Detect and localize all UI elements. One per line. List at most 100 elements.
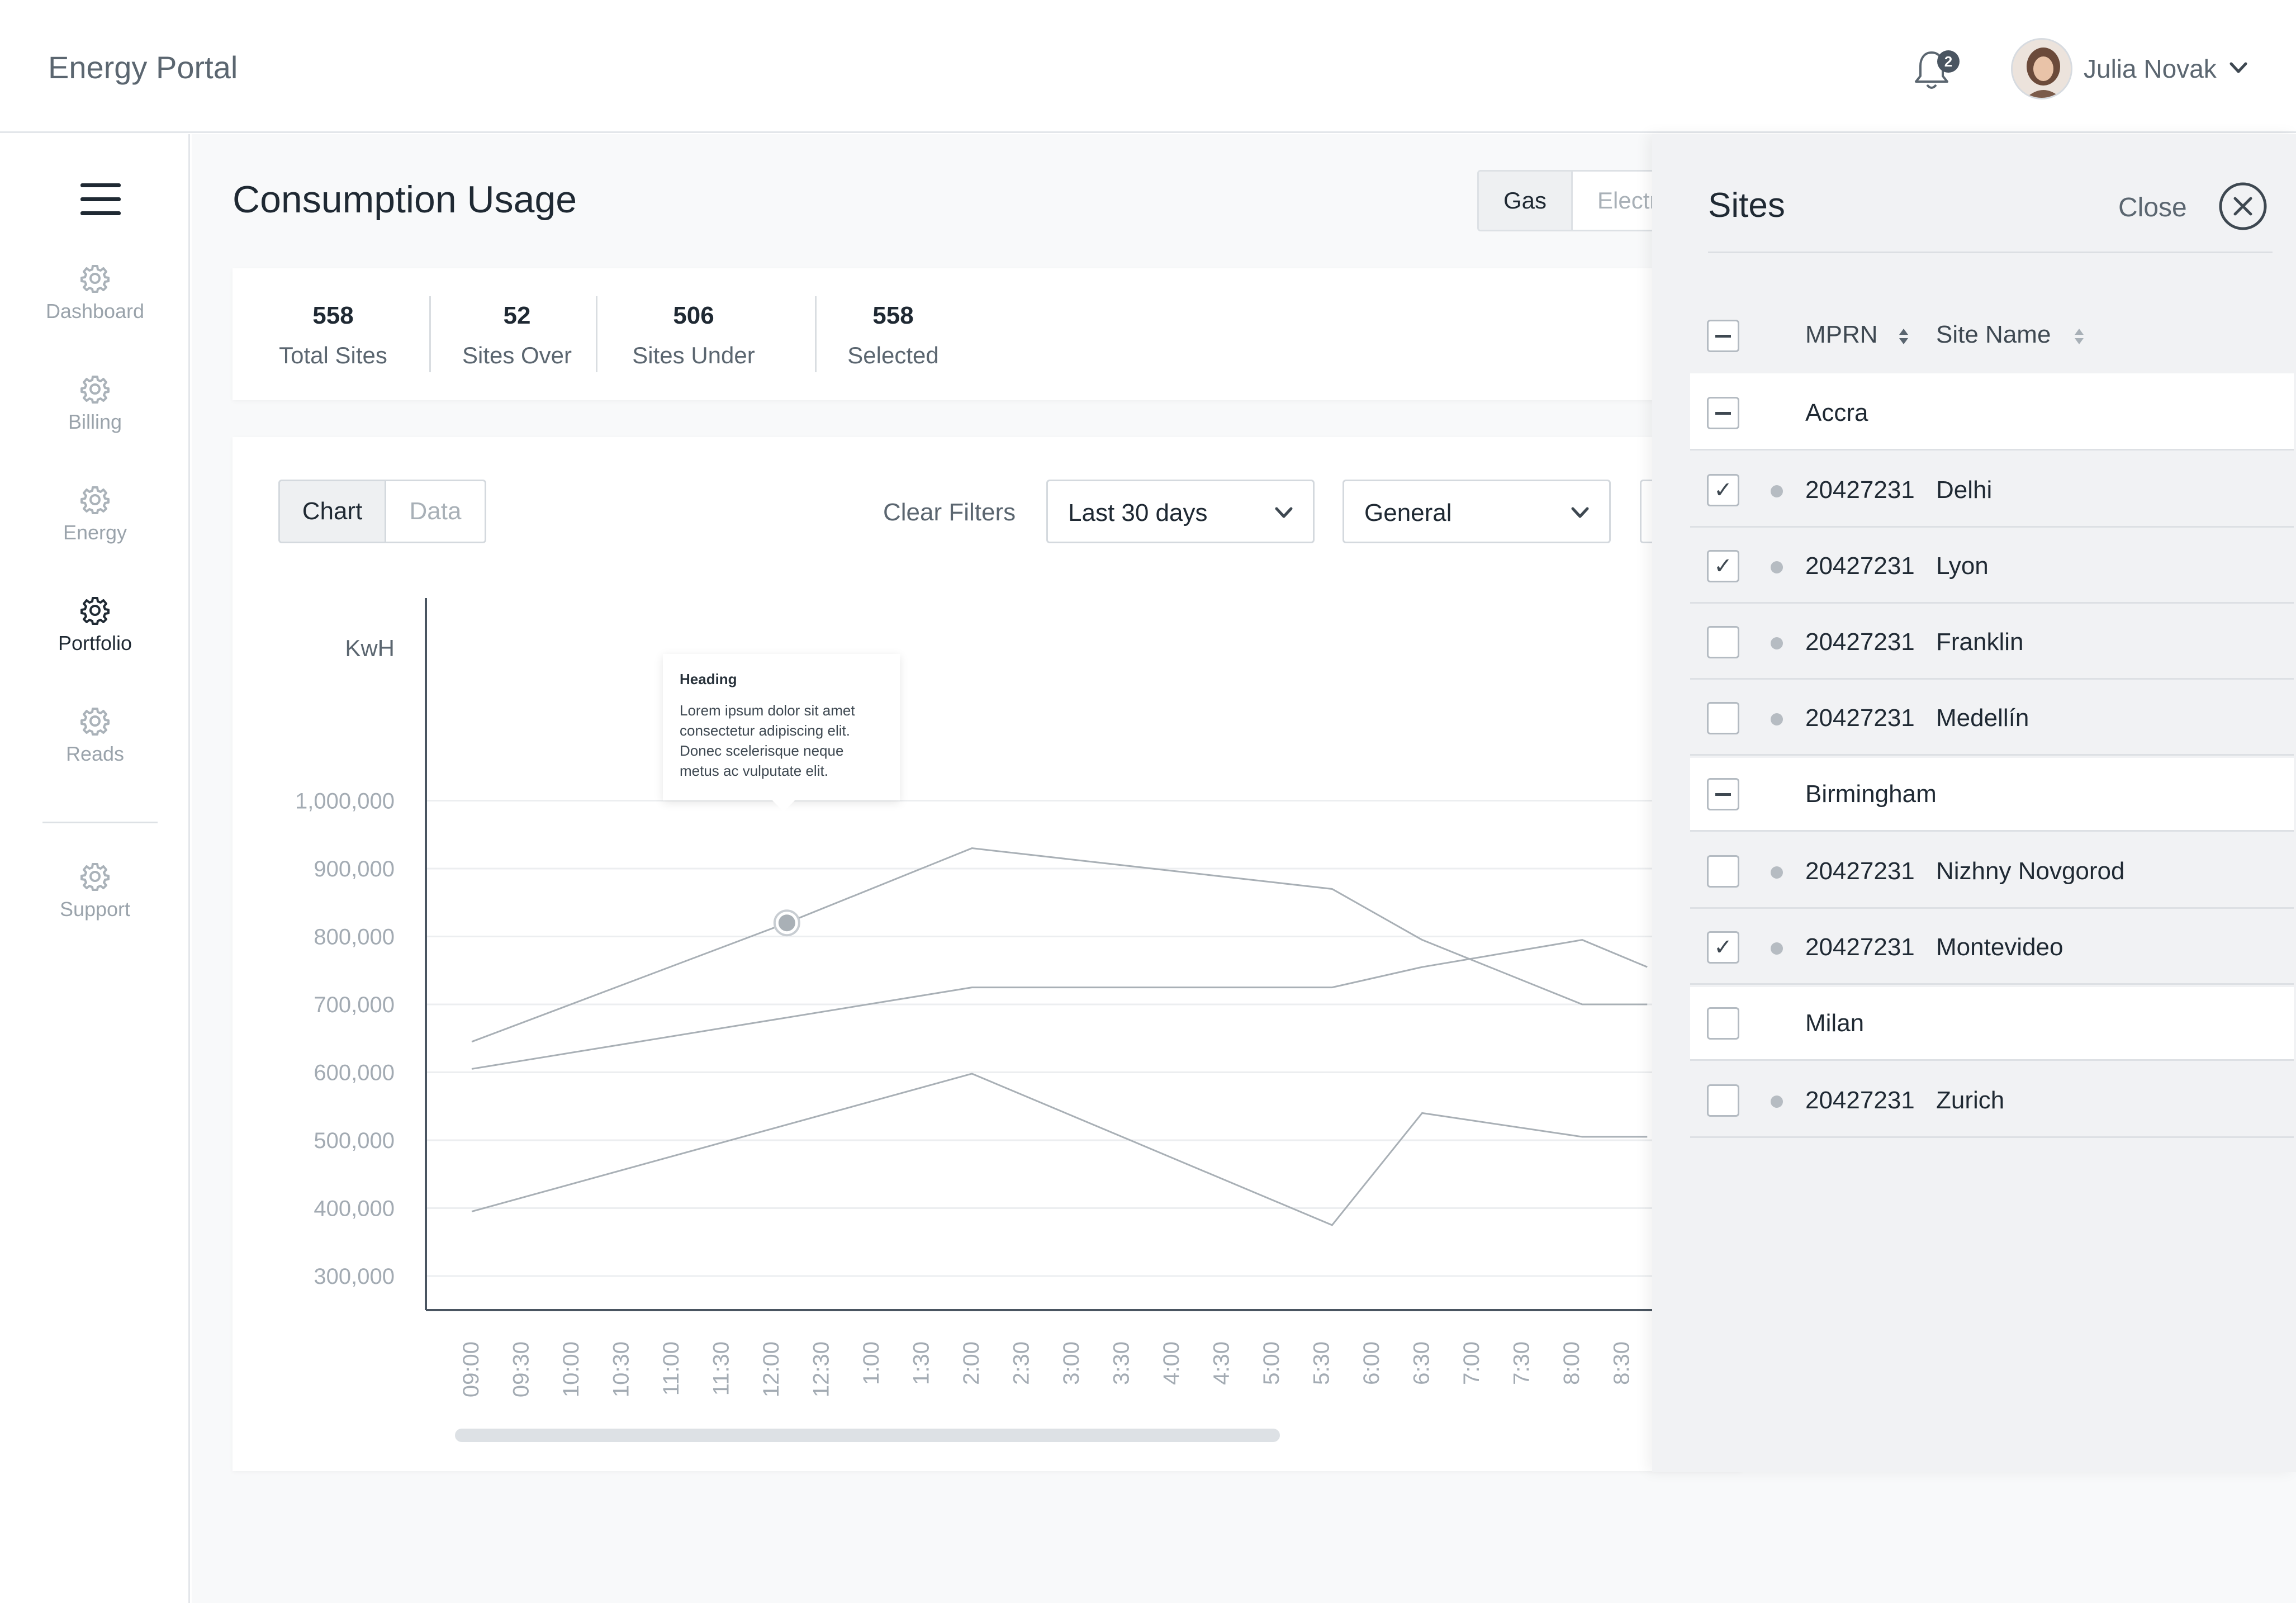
y-tick-label: 900,000 xyxy=(314,857,395,881)
chart-scrollbar[interactable] xyxy=(455,1429,1280,1442)
menu-icon[interactable] xyxy=(80,183,121,216)
gear-icon xyxy=(80,376,110,404)
row-checkbox[interactable] xyxy=(1707,397,1739,429)
row-checkbox[interactable] xyxy=(1707,1084,1739,1117)
site-row[interactable]: 20427231 Franklin xyxy=(1690,606,2294,680)
site-row[interactable]: 20427231 Medellín xyxy=(1690,682,2294,756)
x-tick-label: 12:30 xyxy=(809,1341,834,1397)
period-select-value: Last 30 days xyxy=(1068,499,1208,527)
period-select[interactable]: Last 30 days xyxy=(1046,480,1315,543)
y-tick-label: 600,000 xyxy=(314,1061,395,1085)
sidebar-item-dashboard[interactable]: Dashboard xyxy=(0,264,190,348)
user-name[interactable]: Julia Novak xyxy=(2084,54,2217,83)
chevron-down-icon xyxy=(1571,507,1589,518)
x-tick-label: 11:30 xyxy=(709,1341,734,1396)
status-dot xyxy=(1771,485,1783,497)
stat-label: Sites Over xyxy=(462,342,572,368)
site-group-row[interactable]: Birmingham xyxy=(1690,758,2294,832)
avatar[interactable] xyxy=(2011,38,2072,99)
x-tick-label: 8:30 xyxy=(1610,1341,1634,1385)
x-tick-label: 2:30 xyxy=(1009,1341,1034,1385)
row-checkbox[interactable]: ✓ xyxy=(1707,931,1739,964)
row-checkbox[interactable] xyxy=(1707,1007,1739,1040)
mprn-cell: 20427231 xyxy=(1805,704,1915,732)
sidebar-divider xyxy=(42,822,158,823)
chart-card: Chart Data Clear Filters Last 30 days Ge… xyxy=(233,437,1752,1471)
header-divider xyxy=(1690,373,2294,377)
site-row[interactable]: ✓ 20427231 Lyon xyxy=(1690,530,2294,604)
status-dot xyxy=(1771,866,1783,879)
page-title: Consumption Usage xyxy=(233,178,577,221)
stats-card: 558 Total Sites 52 Sites Over 506 Sites … xyxy=(233,268,1742,400)
row-checkbox[interactable] xyxy=(1707,626,1739,658)
sidebar-item-label: Reads xyxy=(65,742,125,765)
x-tick-label: 8:00 xyxy=(1559,1341,1584,1385)
site-row[interactable]: ✓ 20427231 Delhi xyxy=(1690,454,2294,528)
sidebar-item-portfolio[interactable]: Portfolio xyxy=(0,596,190,680)
sidebar-item-support[interactable]: Support xyxy=(0,862,190,946)
select-all-checkbox[interactable] xyxy=(1707,320,1739,352)
tab-chart[interactable]: Chart xyxy=(280,481,386,542)
x-tick-label: 1:00 xyxy=(859,1341,884,1385)
tab-electricity[interactable]: Electr xyxy=(1597,187,1658,214)
mprn-cell: 20427231 xyxy=(1805,933,1915,961)
sidebar-item-billing[interactable]: Billing xyxy=(0,374,190,458)
sidebar-item-energy[interactable]: Energy xyxy=(0,485,190,569)
series-line-3 xyxy=(471,1073,1648,1226)
row-checkbox[interactable]: ✓ xyxy=(1707,550,1739,582)
tab-data[interactable]: Data xyxy=(409,497,462,525)
row-checkbox[interactable]: ✓ xyxy=(1707,474,1739,506)
clear-filters-button[interactable]: Clear Filters xyxy=(883,499,1016,526)
y-tick-label: 400,000 xyxy=(314,1197,395,1221)
x-tick-label: 10:30 xyxy=(609,1341,634,1397)
site-name-cell: Delhi xyxy=(1936,476,1993,504)
stat-value: 558 xyxy=(312,302,354,329)
stat-value: 506 xyxy=(673,302,714,329)
mprn-cell: 20427231 xyxy=(1805,857,1915,885)
mprn-cell: 20427231 xyxy=(1805,476,1915,504)
site-row[interactable]: 20427231 Zurich xyxy=(1690,1064,2294,1138)
series-line-2 xyxy=(471,939,1648,1070)
column-header-mprn[interactable]: MPRN xyxy=(1805,321,1878,348)
site-row[interactable]: 20427231 Nizhny Novgorod xyxy=(1690,835,2294,909)
y-tick-label: 1,000,000 xyxy=(295,789,395,814)
close-icon[interactable] xyxy=(2218,181,2268,231)
close-button-label[interactable]: Close xyxy=(2118,193,2187,222)
y-tick-label: 500,000 xyxy=(314,1128,395,1153)
notification-badge: 2 xyxy=(1937,50,1960,73)
column-header-site-name[interactable]: Site Name xyxy=(1936,321,2051,348)
sort-icon[interactable] xyxy=(2074,328,2085,345)
gear-icon xyxy=(80,597,110,625)
x-tick-label: 11:00 xyxy=(659,1341,684,1396)
tab-gas[interactable]: Gas xyxy=(1479,172,1573,230)
sidebar-item-reads[interactable]: Reads xyxy=(0,706,190,790)
tooltip-body: Lorem ipsum dolor sit amet consectetur a… xyxy=(680,702,855,779)
app-title: Energy Portal xyxy=(48,50,238,85)
status-dot xyxy=(1771,942,1783,955)
site-name-cell: Nizhny Novgorod xyxy=(1936,857,2125,885)
consumption-chart: 1,000,000 900,000 800,000 700,000 600,000 500… xyxy=(295,598,1652,1397)
chevron-down-icon xyxy=(1275,507,1293,518)
gear-icon xyxy=(80,708,110,736)
row-checkbox[interactable] xyxy=(1707,855,1739,888)
gear-icon xyxy=(80,486,110,514)
highlight-point xyxy=(778,914,795,932)
row-checkbox[interactable] xyxy=(1707,702,1739,734)
site-group-row[interactable]: Accra xyxy=(1690,377,2294,450)
site-name-cell: Medellín xyxy=(1936,704,2029,732)
row-checkbox[interactable] xyxy=(1707,778,1739,810)
group-name: Birmingham xyxy=(1805,780,1937,808)
y-axis-label: KwH xyxy=(345,635,395,661)
site-row[interactable]: ✓ 20427231 Montevideo xyxy=(1690,911,2294,985)
x-tick-label: 3:00 xyxy=(1059,1341,1084,1385)
category-select[interactable]: General xyxy=(1343,480,1611,543)
sites-panel: Sites Close MPRN Site Name Accra ✓ 2042723… xyxy=(1652,134,2296,1472)
view-toggle: Chart Data xyxy=(278,480,486,543)
site-name-cell: Franklin xyxy=(1936,628,2024,656)
tooltip-heading: Heading xyxy=(680,671,737,687)
chevron-down-icon[interactable] xyxy=(2228,59,2249,76)
site-group-row[interactable]: Milan xyxy=(1690,987,2294,1061)
x-tick-label: 4:00 xyxy=(1159,1341,1184,1385)
stat-value: 558 xyxy=(872,302,914,329)
sort-icon[interactable] xyxy=(1898,328,1909,345)
